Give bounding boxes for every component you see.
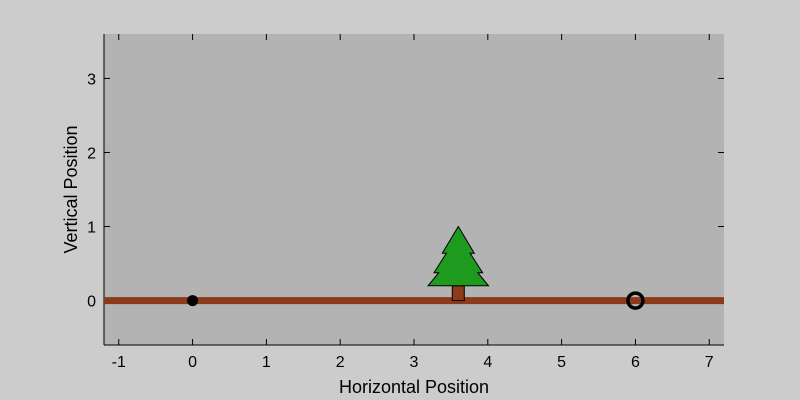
y-axis-label: Vertical Position xyxy=(61,125,81,253)
ticks: -1 0 1 2 3 4 5 6 7 0 1 2 3 xyxy=(87,34,724,371)
x-tick-label: 1 xyxy=(262,354,271,371)
target-point-marker xyxy=(626,291,645,310)
x-tick-label: -1 xyxy=(112,354,126,371)
x-tick-label: 2 xyxy=(336,354,345,371)
y-tick-label: 2 xyxy=(87,145,96,162)
tree-foliage xyxy=(427,225,490,287)
y-tick-label: 0 xyxy=(87,294,96,311)
points xyxy=(187,291,645,310)
x-tick-label: 4 xyxy=(483,354,492,371)
tree-trunk xyxy=(451,285,465,302)
x-tick-label: 0 xyxy=(188,354,197,371)
tree-icon xyxy=(427,225,490,302)
x-tick-label: 7 xyxy=(705,354,714,371)
y-tick-label: 1 xyxy=(87,220,96,237)
y-tick-label: 3 xyxy=(87,71,96,88)
x-tick-label: 3 xyxy=(410,354,419,371)
x-tick-label: 5 xyxy=(557,354,566,371)
x-tick-label: 6 xyxy=(631,354,640,371)
start-point-marker xyxy=(187,295,199,307)
plot-area xyxy=(104,34,724,345)
x-axis-label: Horizontal Position xyxy=(339,377,489,397)
